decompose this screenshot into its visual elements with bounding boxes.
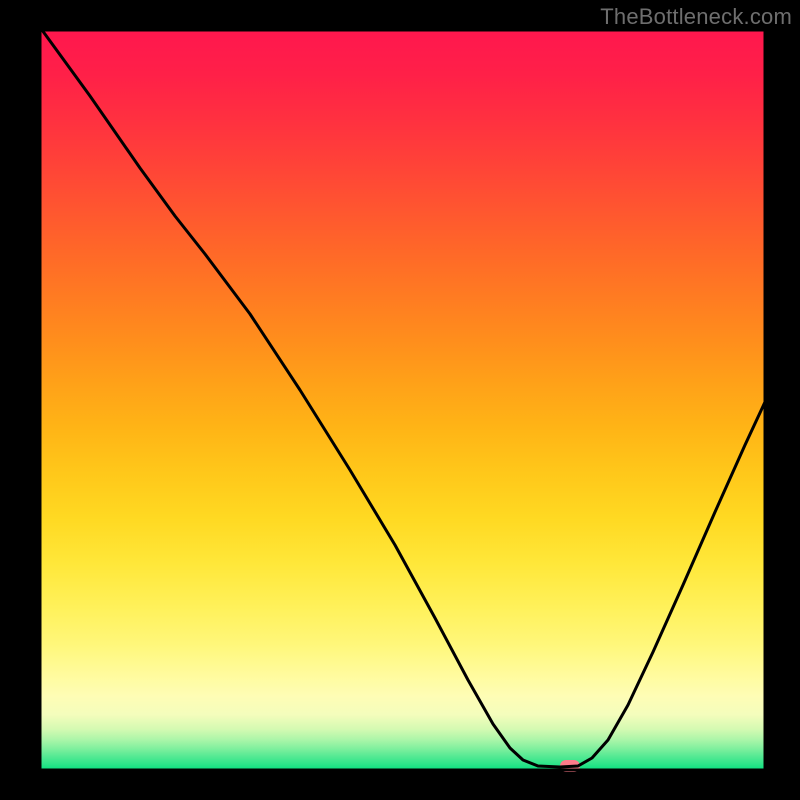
plot-background [40,30,765,770]
bottleneck-chart [0,0,800,800]
chart-stage: TheBottleneck.com [0,0,800,800]
watermark-text: TheBottleneck.com [600,4,792,30]
